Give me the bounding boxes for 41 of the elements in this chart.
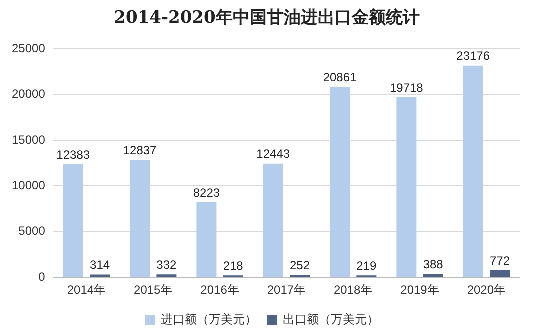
- data-label: 218: [223, 258, 244, 273]
- data-label: 772: [490, 254, 510, 268]
- x-tick-label: 2019年: [400, 283, 440, 298]
- y-tick-label: 25000: [12, 42, 46, 56]
- bar: [196, 202, 217, 278]
- bar: [130, 160, 150, 278]
- data-label: 19718: [390, 80, 424, 95]
- data-label: 12837: [123, 144, 158, 158]
- bar: [463, 66, 484, 278]
- y-tick-label: 0: [38, 270, 46, 284]
- data-label: 20861: [323, 70, 358, 84]
- x-tick-label: 2016年: [200, 283, 240, 298]
- legend-label: 出口额（万美元）: [283, 312, 379, 326]
- y-tick-label: 15000: [12, 132, 46, 147]
- bar: [330, 87, 350, 278]
- bar: [396, 97, 417, 278]
- data-label: 332: [156, 258, 178, 272]
- data-label: 388: [423, 257, 444, 272]
- data-label: 23176: [456, 49, 490, 64]
- x-tick-label: 2015年: [134, 283, 173, 298]
- data-label: 314: [90, 258, 110, 272]
- x-tick-label: 2014年: [67, 283, 106, 298]
- bar: [90, 274, 110, 278]
- data-label: 8223: [193, 186, 220, 200]
- bar: [423, 274, 444, 278]
- bar: [156, 274, 177, 278]
- y-tick-label: 5000: [18, 224, 46, 238]
- bar: [490, 270, 510, 278]
- y-tick-label: 20000: [12, 87, 46, 102]
- x-tick-label: 2017年: [267, 283, 306, 298]
- legend-label: 进口额（万美元）: [161, 312, 257, 326]
- data-label: 12443: [256, 147, 290, 162]
- data-label: 252: [290, 258, 310, 273]
- data-label: 219: [356, 258, 378, 273]
- bar: [63, 164, 84, 278]
- y-tick-label: 10000: [12, 178, 46, 193]
- chart-title: 2014-2020年中国甘油进出口金额统计: [113, 7, 421, 30]
- bar: [263, 164, 284, 278]
- x-tick-label: 2018年: [334, 283, 373, 298]
- x-tick-label: 2020年: [467, 283, 506, 298]
- data-label: 12383: [56, 148, 90, 162]
